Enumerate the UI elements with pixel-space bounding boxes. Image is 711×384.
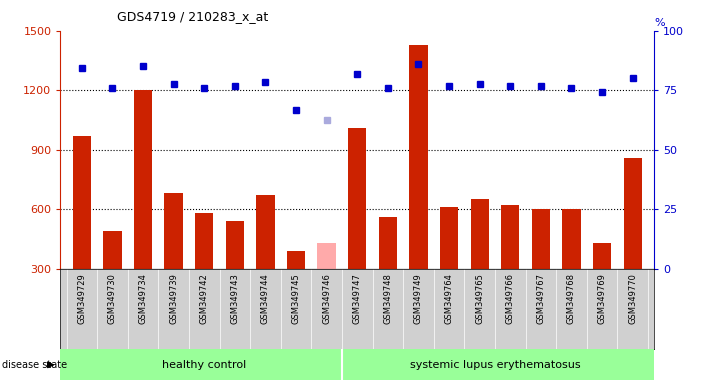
Text: GSM349765: GSM349765: [475, 273, 484, 324]
Bar: [471, 199, 489, 269]
Text: GSM349734: GSM349734: [139, 273, 148, 324]
Text: GSM349767: GSM349767: [536, 273, 545, 324]
Text: healthy control: healthy control: [162, 360, 247, 370]
Text: GSM349730: GSM349730: [108, 273, 117, 324]
Text: GSM349739: GSM349739: [169, 273, 178, 324]
Text: GSM349729: GSM349729: [77, 273, 86, 324]
Text: GSM349742: GSM349742: [200, 273, 209, 324]
Bar: [195, 213, 213, 269]
Text: GSM349749: GSM349749: [414, 273, 423, 324]
Text: GDS4719 / 210283_x_at: GDS4719 / 210283_x_at: [117, 10, 269, 23]
Text: GSM349766: GSM349766: [506, 273, 515, 324]
Bar: [593, 243, 611, 269]
Bar: [73, 136, 91, 269]
Text: GSM349745: GSM349745: [292, 273, 301, 324]
Bar: [379, 217, 397, 269]
Text: GSM349768: GSM349768: [567, 273, 576, 324]
Text: disease state: disease state: [2, 360, 68, 370]
Bar: [348, 128, 366, 269]
Bar: [287, 251, 305, 269]
Text: GSM349746: GSM349746: [322, 273, 331, 324]
Bar: [318, 243, 336, 269]
Text: GSM349743: GSM349743: [230, 273, 240, 324]
Bar: [256, 195, 274, 269]
Text: systemic lupus erythematosus: systemic lupus erythematosus: [410, 360, 580, 370]
Text: GSM349770: GSM349770: [629, 273, 637, 324]
Bar: [624, 158, 642, 269]
Text: %: %: [654, 18, 665, 28]
Bar: [562, 209, 581, 269]
Bar: [225, 221, 244, 269]
Bar: [134, 90, 152, 269]
Text: GSM349747: GSM349747: [353, 273, 362, 324]
Bar: [501, 205, 520, 269]
Bar: [164, 194, 183, 269]
Bar: [440, 207, 459, 269]
Bar: [532, 209, 550, 269]
Bar: [410, 45, 427, 269]
Text: GSM349769: GSM349769: [598, 273, 606, 324]
Text: GSM349764: GSM349764: [444, 273, 454, 324]
Text: GSM349748: GSM349748: [383, 273, 392, 324]
Bar: [103, 231, 122, 269]
Text: GSM349744: GSM349744: [261, 273, 270, 324]
